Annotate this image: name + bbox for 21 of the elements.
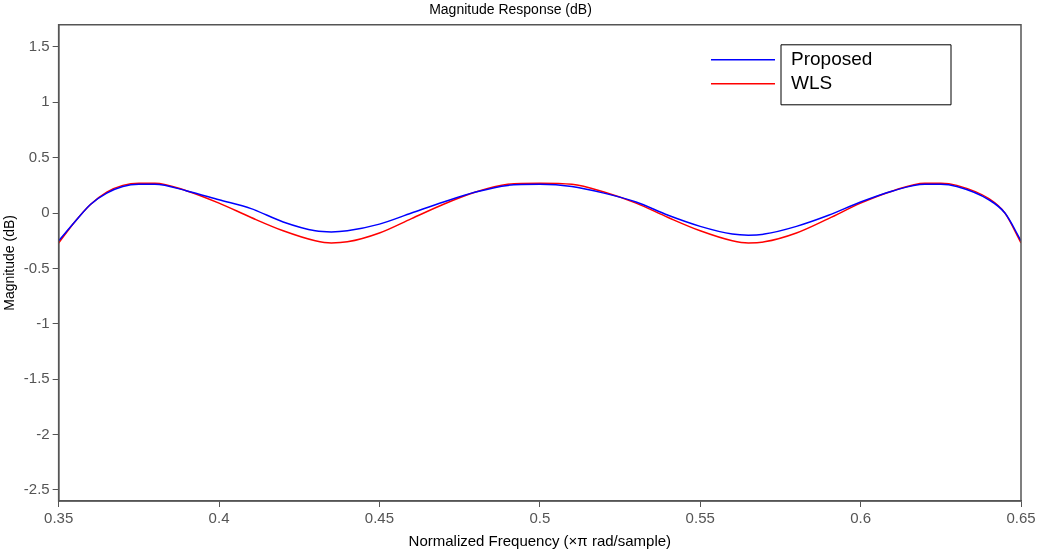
y-tick-label: -1 (36, 313, 50, 331)
x-axis-title: Normalized Frequency (×π rad/sample) (408, 532, 672, 550)
x-tick-label: 0.55 (685, 509, 715, 527)
y-tick-label: -2 (36, 424, 50, 442)
x-tick-label: 0.4 (208, 509, 230, 527)
y-tick-label: 0 (41, 203, 50, 221)
legend-label: Proposed (791, 48, 873, 70)
y-tick-label: 0.5 (28, 147, 50, 165)
y-tick-label: 1 (41, 92, 50, 110)
x-tick-label: 0.35 (44, 509, 74, 527)
x-tick-label: 0.6 (850, 509, 872, 527)
y-tick-label: -0.5 (23, 258, 50, 276)
x-tick-label: 0.45 (364, 509, 395, 527)
chart-title: Magnitude Response (dB) (429, 1, 592, 18)
x-tick-label: 0.5 (529, 509, 551, 527)
y-tick-label: -1.5 (23, 369, 50, 387)
x-tick-label: 0.65 (1006, 509, 1036, 527)
y-axis-title: Magnitude (dB) (1, 215, 18, 311)
legend-label: WLS (791, 72, 833, 94)
y-tick-label: 1.5 (28, 37, 50, 55)
y-tick-label: -2.5 (23, 480, 50, 498)
